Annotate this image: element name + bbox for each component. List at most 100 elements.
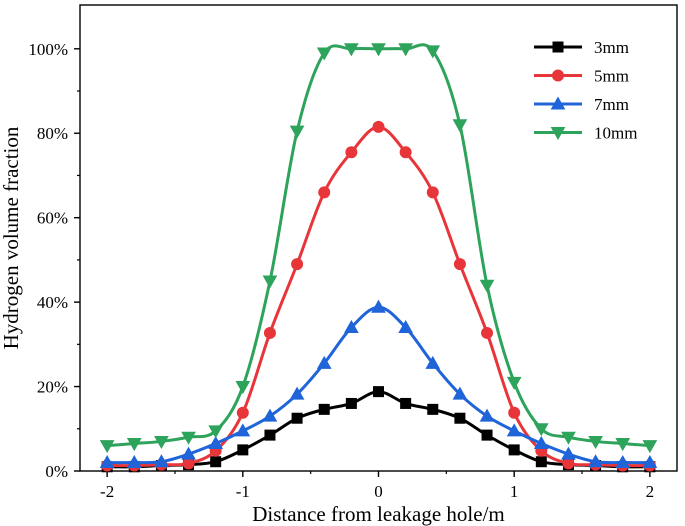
data-point: [235, 423, 251, 437]
data-point: [371, 299, 386, 313]
data-point: [126, 455, 142, 469]
data-point: [236, 406, 249, 419]
data-point: [453, 258, 466, 271]
data-point: [533, 423, 549, 437]
data-point: [642, 440, 658, 454]
y-tick-label: 0%: [45, 462, 68, 481]
data-point: [318, 403, 330, 415]
legend-label: 10mm: [594, 124, 637, 143]
series-5mm: [101, 120, 656, 472]
data-point: [398, 43, 413, 57]
data-point: [508, 444, 520, 456]
y-tick-label: 100%: [28, 40, 68, 59]
data-point: [373, 386, 384, 398]
data-point: [400, 397, 412, 409]
data-point: [289, 125, 305, 139]
data-point: [508, 406, 521, 419]
data-point: [291, 412, 303, 424]
data-point: [345, 146, 358, 159]
data-point: [372, 120, 385, 133]
data-point: [181, 446, 196, 460]
data-point: [208, 436, 224, 450]
data-point: [454, 412, 466, 424]
y-axis: 0% 20% 40% 60% 80% 100%: [28, 40, 80, 481]
y-tick-label: 80%: [37, 124, 68, 143]
legend-label: 3mm: [594, 38, 629, 57]
data-point: [481, 326, 494, 339]
data-point: [552, 41, 564, 53]
plot-frame: [79, 4, 678, 472]
data-point: [264, 429, 276, 441]
legend-item: 7mm: [534, 95, 629, 114]
data-point: [426, 186, 439, 199]
data-point: [479, 408, 495, 422]
data-point: [210, 456, 222, 468]
data-point: [318, 186, 331, 199]
data-point: [550, 127, 566, 141]
data-point: [425, 355, 441, 369]
data-point: [291, 258, 304, 271]
x-axis: -2 -1 0 1 2: [100, 471, 655, 501]
data-point: [506, 423, 522, 437]
legend-label: 5mm: [594, 67, 629, 86]
legend-item: 5mm: [534, 67, 629, 86]
series-10mm: [99, 43, 658, 454]
data-point: [561, 431, 576, 445]
x-tick-label: 0: [374, 482, 383, 501]
data-point: [552, 69, 564, 82]
data-point: [289, 386, 305, 400]
data-point: [452, 119, 468, 133]
data-point: [452, 386, 468, 400]
y-tick-label: 40%: [37, 293, 68, 312]
x-tick-label: 1: [510, 482, 519, 501]
data-point: [237, 444, 249, 456]
data-point: [481, 429, 493, 441]
data-point: [99, 455, 115, 469]
data-point: [479, 279, 495, 293]
data-point: [588, 454, 603, 468]
data-point: [345, 397, 357, 409]
series-line: [107, 125, 650, 468]
data-point: [263, 326, 276, 339]
series-layer: [99, 43, 658, 473]
data-point: [181, 431, 196, 445]
data-point: [615, 455, 631, 469]
data-point: [154, 435, 169, 449]
data-point: [399, 146, 412, 159]
x-axis-title: Distance from leakage hole/m: [252, 502, 504, 526]
data-point: [533, 436, 549, 450]
data-point: [99, 440, 115, 454]
data-point: [561, 446, 576, 460]
data-point: [316, 355, 332, 369]
data-point: [425, 45, 441, 59]
y-tick-label: 20%: [37, 378, 68, 397]
data-point: [344, 43, 359, 57]
data-point: [316, 47, 332, 61]
data-point: [398, 319, 413, 333]
x-tick-label: 2: [646, 482, 655, 501]
y-axis-title: Hydrogen volume fraction: [0, 126, 23, 349]
x-tick-label: -1: [236, 482, 250, 501]
data-point: [588, 435, 603, 449]
x-tick-label: -2: [100, 482, 114, 501]
series-7mm: [99, 299, 658, 469]
data-point: [535, 456, 547, 468]
legend-label: 7mm: [594, 95, 629, 114]
legend-item: 10mm: [534, 124, 637, 143]
data-point: [427, 403, 439, 415]
data-point: [615, 438, 631, 452]
data-point: [550, 96, 566, 110]
data-point: [506, 376, 522, 390]
data-point: [371, 43, 386, 57]
y-tick-label: 60%: [37, 209, 68, 228]
data-point: [344, 319, 359, 333]
data-point: [262, 408, 278, 422]
data-point: [235, 381, 251, 395]
plot-border: [79, 4, 678, 472]
data-point: [154, 454, 169, 468]
data-point: [262, 275, 278, 289]
legend: 3mm 5mm 7mm 10mm: [534, 38, 637, 143]
legend-item: 3mm: [534, 38, 629, 57]
data-point: [126, 438, 142, 452]
